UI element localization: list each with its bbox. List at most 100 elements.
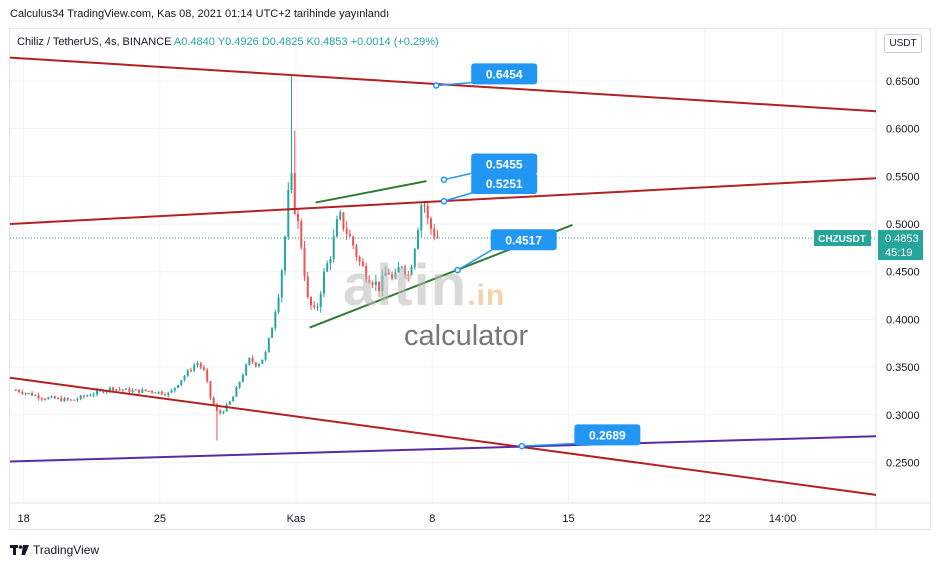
- candle-body: [413, 248, 416, 268]
- candle-body: [147, 390, 150, 392]
- support-line-line: [9, 435, 877, 463]
- callout-box: [471, 63, 538, 85]
- callout-anchor: [432, 82, 440, 89]
- high-label: Y: [217, 36, 226, 48]
- candle-body: [326, 263, 329, 272]
- candle-body: [66, 398, 69, 400]
- candle-body: [121, 389, 124, 391]
- time-axis: 18 25 Kas 8 15 22 14:00: [9, 502, 931, 525]
- currency-button[interactable]: USDT: [884, 34, 922, 53]
- candle-body: [167, 392, 170, 396]
- chart-frame: [9, 28, 931, 530]
- callout-label: 0.6454: [486, 67, 523, 81]
- price-axis: 0.2500 0.3000 0.3500 0.4000 0.4500 0.5000 0.55…: [875, 29, 920, 530]
- candle-body: [361, 261, 364, 267]
- callout-box: [471, 153, 538, 175]
- candle-body: [355, 245, 358, 257]
- candle-body: [267, 337, 270, 352]
- tradingview-logo-icon: [10, 545, 29, 555]
- tradingview-footer[interactable]: TradingView: [10, 543, 99, 557]
- candle-body: [92, 394, 95, 396]
- chart-grid: [10, 29, 876, 503]
- low-value: 0.4825: [269, 36, 304, 48]
- candle-body: [251, 357, 254, 363]
- candle-body: [189, 370, 192, 372]
- close-label: K: [306, 36, 314, 48]
- callout-anchor: [454, 266, 461, 274]
- candle-body: [248, 357, 251, 365]
- y-tick-label: 0.6000: [886, 124, 920, 136]
- candle-body: [157, 391, 160, 394]
- watermark-tld: .in: [467, 279, 506, 312]
- candle-body: [264, 351, 267, 360]
- candle-body: [118, 389, 121, 391]
- candle-body: [160, 391, 163, 395]
- x-tick-label: 25: [154, 513, 166, 525]
- x-tick-label: 22: [699, 513, 711, 525]
- candle-body: [186, 370, 189, 377]
- candle-body: [303, 247, 306, 277]
- candle-body: [63, 398, 66, 402]
- candle-body: [199, 363, 202, 368]
- candle-body: [290, 173, 293, 190]
- candle-body: [177, 384, 180, 388]
- callout-label: 0.2689: [589, 428, 626, 442]
- candle-body: [144, 389, 147, 391]
- candle-body: [79, 395, 82, 400]
- symbol-title: Chiliz / TetherUS, 4s, BINANCE: [17, 36, 172, 48]
- candle-body: [345, 228, 348, 234]
- candle-body: [180, 380, 183, 385]
- candle-body: [53, 396, 56, 399]
- tradingview-label: TradingView: [33, 543, 100, 557]
- candle-body: [170, 390, 173, 393]
- x-tick-label: Kas: [287, 513, 306, 525]
- candle-body: [387, 272, 390, 275]
- candle-body: [381, 275, 384, 292]
- candle-body: [309, 297, 312, 306]
- symbol-tag-label: CHZUSDT: [818, 234, 866, 245]
- callout-label: 0.5251: [486, 177, 523, 191]
- candle-body: [73, 399, 76, 401]
- candle-body: [284, 236, 287, 271]
- candles: [14, 76, 439, 441]
- candle-body: [319, 293, 322, 307]
- low-label: D: [261, 36, 270, 48]
- candle-body: [287, 189, 290, 237]
- wedge-upper-line: [315, 180, 427, 204]
- y-tick-label: 0.3500: [886, 362, 920, 374]
- candle-body: [258, 363, 261, 367]
- candle-body: [131, 390, 134, 393]
- candle-body: [293, 173, 296, 214]
- candle-body: [34, 395, 37, 397]
- candle-body: [241, 374, 244, 382]
- open-label: A: [173, 36, 182, 48]
- candle-body: [31, 392, 34, 396]
- candle-body: [57, 397, 60, 399]
- watermark-logo: altin.in: [343, 252, 505, 319]
- candle-body: [44, 398, 47, 400]
- candle-body: [154, 392, 157, 394]
- candle-body: [212, 397, 215, 405]
- candle-body: [368, 279, 371, 283]
- candle-body: [397, 266, 400, 273]
- candle-body: [339, 212, 342, 220]
- x-tick-label: 18: [17, 513, 29, 525]
- candle-body: [404, 266, 407, 275]
- candle-body: [426, 205, 429, 219]
- candle-body: [209, 381, 212, 398]
- symbol-legend: Chiliz / TetherUS, 4s, BINANCE A0.4840 Y…: [17, 36, 439, 48]
- candle-body: [95, 390, 98, 395]
- candle-body: [297, 213, 300, 222]
- candle-body: [86, 395, 89, 397]
- candle-body: [115, 389, 118, 391]
- x-tick-label: 15: [562, 513, 574, 525]
- y-tick-label: 0.4000: [886, 314, 920, 326]
- callout-pointer: [436, 81, 476, 87]
- candle-body: [27, 392, 30, 394]
- candle-body: [394, 272, 397, 279]
- candle-body: [50, 396, 53, 398]
- candle-body: [219, 410, 222, 414]
- candle-body: [206, 369, 209, 382]
- callout-box: [574, 424, 641, 446]
